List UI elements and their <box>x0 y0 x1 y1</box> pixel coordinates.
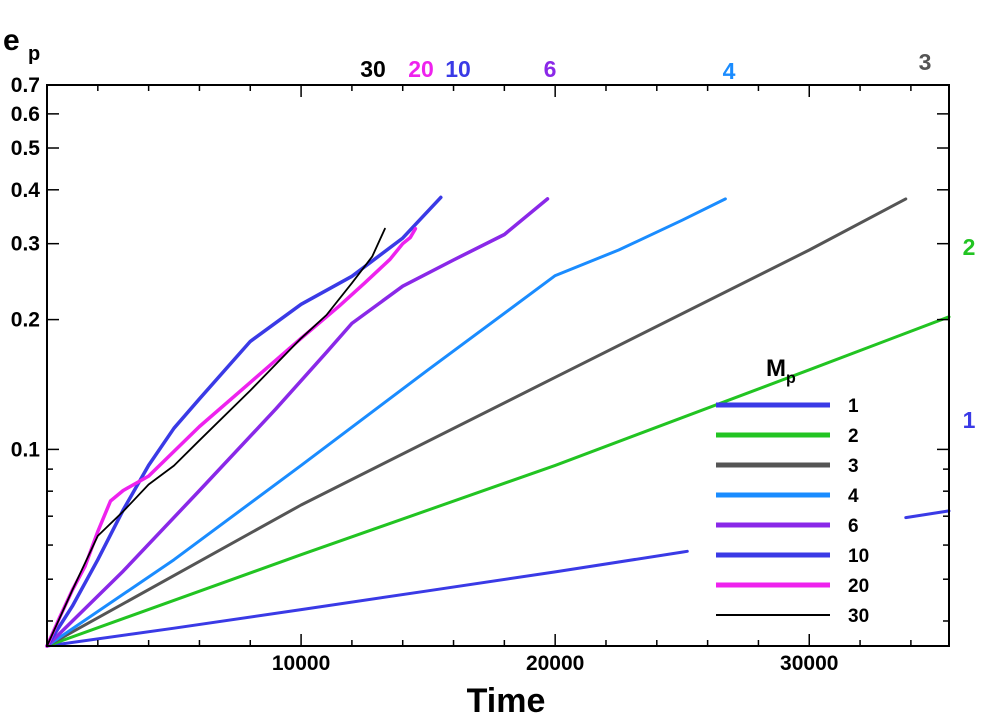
legend-title: Mp <box>766 355 796 387</box>
curve-label-2: 2 <box>963 234 976 260</box>
series-line-1-segment-1 <box>45 549 689 648</box>
x-tick-label: 20000 <box>526 652 584 675</box>
legend: Mp 1 2 3 4 6 10 20 30 <box>716 355 869 627</box>
series-layer <box>45 195 951 648</box>
curve-label-30: 30 <box>360 56 386 82</box>
y-axis-title: e p <box>3 24 40 65</box>
y-tick-label: 0.6 <box>11 103 40 126</box>
y-axis-title-subscript: p <box>28 43 40 65</box>
legend-label-20: 20 <box>848 576 869 597</box>
y-tick-label: 0.1 <box>11 438 41 461</box>
curve-label-6: 6 <box>544 56 557 82</box>
legend-title-main: M <box>766 355 786 382</box>
labels-layer: 10000 20000 30000 0.1 0.2 0.3 0.4 0.5 0.6 0.7 1 2 3 4… <box>11 49 976 675</box>
series-line-4 <box>45 197 727 648</box>
legend-label-4: 4 <box>848 486 859 507</box>
ticks-layer <box>47 84 949 646</box>
legend-label-2: 2 <box>848 426 859 447</box>
y-tick-label: 0.2 <box>11 309 40 332</box>
x-axis-title: Time <box>467 682 546 720</box>
legend-label-30: 30 <box>848 606 869 627</box>
y-tick-label: 0.7 <box>11 74 40 97</box>
legend-label-6: 6 <box>848 516 859 537</box>
legend-label-3: 3 <box>848 456 859 477</box>
curve-label-4: 4 <box>723 58 736 84</box>
series-line-6 <box>45 197 550 648</box>
legend-title-subscript: p <box>786 370 796 387</box>
curve-label-3: 3 <box>919 49 932 75</box>
y-tick-label: 0.5 <box>11 137 41 160</box>
x-tick-label: 10000 <box>272 652 330 675</box>
series-line-20 <box>45 226 418 648</box>
series-line-1-segment-2 <box>904 509 951 520</box>
curve-label-10: 10 <box>445 56 471 82</box>
legend-label-10: 10 <box>848 546 869 567</box>
y-tick-label: 0.4 <box>11 179 41 202</box>
series-line-2 <box>45 315 951 648</box>
curve-label-20: 20 <box>408 56 434 82</box>
y-tick-label: 0.3 <box>11 233 40 256</box>
curve-label-1: 1 <box>963 407 976 433</box>
legend-label-1: 1 <box>848 396 859 417</box>
plot-frame <box>46 84 950 647</box>
series-line-3 <box>45 197 908 648</box>
x-tick-label: 30000 <box>780 652 838 675</box>
series-line-10 <box>45 195 443 648</box>
y-axis-title-main: e <box>3 24 20 57</box>
series-line-30 <box>46 227 386 647</box>
